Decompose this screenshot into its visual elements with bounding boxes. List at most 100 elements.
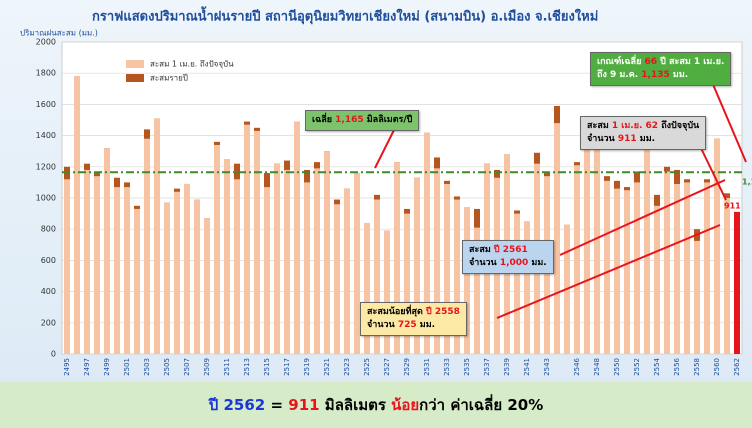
arrow — [699, 145, 727, 201]
bar — [304, 182, 310, 354]
bar — [64, 179, 70, 354]
bar — [654, 205, 660, 354]
banner: ปี 2562 = 911 มิลลิเมตร น้อยกว่า ค่าเฉลี… — [0, 382, 752, 428]
bar — [604, 180, 610, 354]
x-tick-label: 2503 — [143, 358, 151, 376]
bar — [324, 151, 330, 354]
bar — [334, 204, 340, 354]
x-tick-label: 2533 — [443, 358, 451, 376]
bar — [644, 137, 650, 354]
bar — [464, 207, 470, 354]
annotation: เฉลี่ย 1,165 มิลลิเมตร/ปี — [305, 110, 420, 131]
bar — [234, 179, 240, 354]
bar — [264, 187, 270, 354]
bar — [454, 199, 460, 354]
y-tick-label: 1400 — [36, 131, 56, 140]
bar — [554, 123, 560, 355]
annotation-text: เกณฑ์เฉลี่ย — [597, 57, 645, 67]
annotation-text: สะสม — [469, 245, 494, 255]
annotation-text: จำนวน — [587, 134, 618, 144]
y-tick-label: 1200 — [36, 162, 56, 171]
bar — [214, 144, 220, 354]
bar — [424, 132, 430, 354]
bar — [254, 130, 260, 354]
x-tick-label: 2560 — [713, 358, 721, 376]
annotation: สะสมน้อยที่สุด ปี 2558 จำนวน 725 มม. — [360, 302, 467, 336]
annotation-text: 911 — [617, 134, 637, 144]
bar — [714, 138, 720, 354]
bar — [224, 159, 230, 354]
bar — [634, 182, 640, 354]
bar — [174, 191, 180, 354]
annotation-line: จำนวน 1,000 มม. — [469, 257, 547, 270]
annotation-text: ปี สะสม 1 เม.ย. — [657, 57, 725, 67]
x-tick-label: 2546 — [573, 357, 581, 375]
x-tick-label: 2519 — [303, 358, 311, 376]
x-tick-label: 2505 — [163, 358, 171, 376]
x-tick-label: 2562 — [733, 358, 741, 376]
bar — [584, 144, 590, 354]
annotation-line: เกณฑ์เฉลี่ย 66 ปี สะสม 1 เม.ย. — [597, 56, 724, 69]
bar — [374, 199, 380, 354]
annotation-line: สะสม 1 เม.ย. 62 ถึงปัจจุบัน — [587, 120, 699, 133]
bar — [514, 213, 520, 354]
bar — [614, 188, 620, 354]
bar — [204, 218, 210, 354]
chart: ปริมาณฝนสะสม (มม.) กราฟแสดงปริมาณน้ำฝนรา… — [20, 6, 752, 376]
bar — [344, 188, 350, 354]
annotation-text: สะสม — [587, 121, 612, 131]
x-tick-label: 2541 — [523, 358, 531, 376]
y-tick-label: 600 — [41, 256, 56, 265]
x-tick-label: 2509 — [203, 358, 211, 376]
arrow — [559, 179, 726, 256]
banner-text: น้อย — [391, 396, 420, 414]
annotation-text: มม. — [416, 320, 436, 330]
y-tick-label: 1000 — [36, 194, 56, 203]
x-tick-label: 2521 — [323, 358, 331, 376]
x-tick-label: 2527 — [383, 358, 391, 376]
bar — [384, 230, 390, 354]
annotation-text: สะสมน้อยที่สุด — [367, 307, 426, 317]
end-label: 1,13 — [742, 178, 752, 187]
legend-swatch — [126, 60, 144, 68]
annotation-line: จำนวน 725 มม. — [367, 319, 460, 332]
legend-swatch — [126, 74, 144, 82]
annotation-text: 725 — [397, 320, 417, 330]
y-axis-label: ปริมาณฝนสะสม (มม.) — [20, 29, 98, 38]
bar — [734, 211, 740, 354]
x-tick-label: 2539 — [503, 358, 511, 376]
bar — [104, 148, 110, 354]
legend-label: สะสม 1 เม.ย. ถึงปัจจุบัน — [150, 60, 234, 69]
bar — [704, 182, 710, 354]
bar — [244, 124, 250, 355]
x-tick-label: 2495 — [63, 358, 71, 376]
y-tick-label: 1600 — [36, 100, 56, 109]
bar — [624, 190, 630, 354]
bar — [354, 173, 360, 354]
annotation-text: ปี 2561 — [493, 245, 528, 255]
annotation: เกณฑ์เฉลี่ย 66 ปี สะสม 1 เม.ย. ถึง 9 ม.ค.… — [590, 52, 732, 86]
annotation: สะสม ปี 2561 จำนวน 1,000 มม. — [462, 240, 554, 274]
annotation: สะสม 1 เม.ย. 62 ถึงปัจจุบัน จำนวน 911 มม. — [580, 116, 707, 150]
bar — [154, 118, 160, 354]
x-tick-label: 2550 — [613, 358, 621, 376]
x-tick-label: 2552 — [633, 358, 641, 376]
x-tick-label: 2535 — [463, 358, 471, 376]
annotation-text: ปี 2558 — [426, 307, 460, 317]
end-label: 911 — [724, 202, 741, 211]
bar — [74, 76, 80, 354]
bar — [474, 227, 480, 354]
x-tick-label: 2531 — [423, 358, 431, 376]
annotation-line: สะสม ปี 2561 — [469, 244, 547, 257]
annotation-text: จำนวน — [367, 320, 398, 330]
x-tick-label: 2507 — [183, 358, 191, 376]
annotation-text: จำนวน — [469, 258, 500, 268]
banner-text: มิลลิเมตร — [319, 396, 392, 414]
arrow — [496, 224, 721, 319]
x-tick-label: 2543 — [543, 358, 551, 376]
y-tick-label: 200 — [41, 318, 56, 327]
bar — [294, 121, 300, 354]
annotation-text: มม. — [528, 258, 547, 268]
x-tick-label: 2558 — [693, 358, 701, 376]
